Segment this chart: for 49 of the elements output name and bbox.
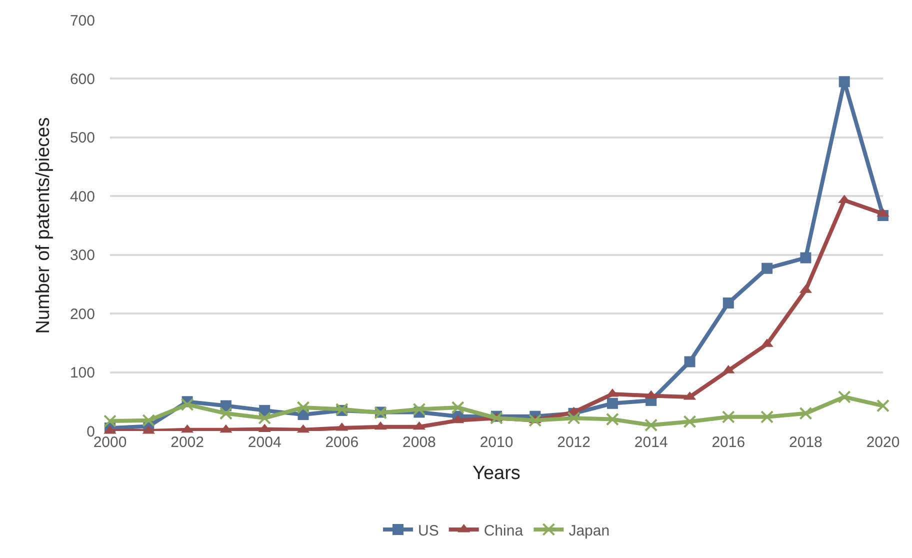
x-tick-label: 2012 — [557, 434, 590, 451]
point — [567, 412, 580, 425]
y-tick-label: 300 — [70, 247, 95, 264]
point — [180, 398, 194, 412]
legend-label: Japan — [568, 522, 610, 540]
point — [412, 402, 426, 416]
x-tick-label: 2008 — [402, 434, 436, 451]
point — [760, 410, 774, 424]
point — [762, 262, 773, 274]
point — [838, 76, 850, 88]
point — [296, 401, 310, 414]
y-tick-label: 500 — [70, 130, 95, 147]
x-axis-title: Years — [472, 462, 520, 484]
y-tick-label: 100 — [70, 364, 95, 382]
point — [258, 412, 272, 425]
point — [684, 356, 696, 368]
y-tick-label: 600 — [70, 70, 95, 88]
x-tick-label: 2018 — [789, 434, 822, 451]
y-tick-label: 200 — [70, 306, 95, 323]
y-tick-label: 700 — [70, 12, 95, 30]
y-tick-label: 400 — [70, 188, 95, 206]
x-tick-label: 2006 — [325, 434, 359, 451]
legend-label: China — [484, 522, 524, 540]
point — [528, 414, 542, 427]
x-tick-label: 2020 — [866, 434, 900, 451]
point — [606, 412, 619, 426]
point — [219, 406, 232, 420]
point — [683, 415, 696, 428]
x-tick-label: 2016 — [712, 434, 746, 451]
point — [838, 390, 851, 404]
x-tick-label: 2010 — [480, 434, 514, 451]
legend-label: US — [418, 522, 439, 540]
point — [451, 401, 464, 414]
point — [722, 410, 735, 424]
point — [142, 414, 156, 427]
point — [799, 406, 812, 420]
y-axis-title: Number of patents/pieces — [32, 117, 54, 334]
point — [490, 412, 503, 425]
point — [722, 298, 734, 308]
x-tick-label: 2004 — [248, 434, 282, 451]
x-tick-label: 2002 — [170, 434, 204, 451]
point — [876, 399, 890, 412]
point — [800, 252, 812, 264]
point — [104, 414, 116, 428]
x-tick-label: 2000 — [93, 434, 127, 451]
point — [606, 398, 618, 409]
x-tick-label: 2014 — [634, 434, 668, 451]
point — [644, 418, 658, 432]
y-tick-label: 0 — [86, 423, 95, 440]
